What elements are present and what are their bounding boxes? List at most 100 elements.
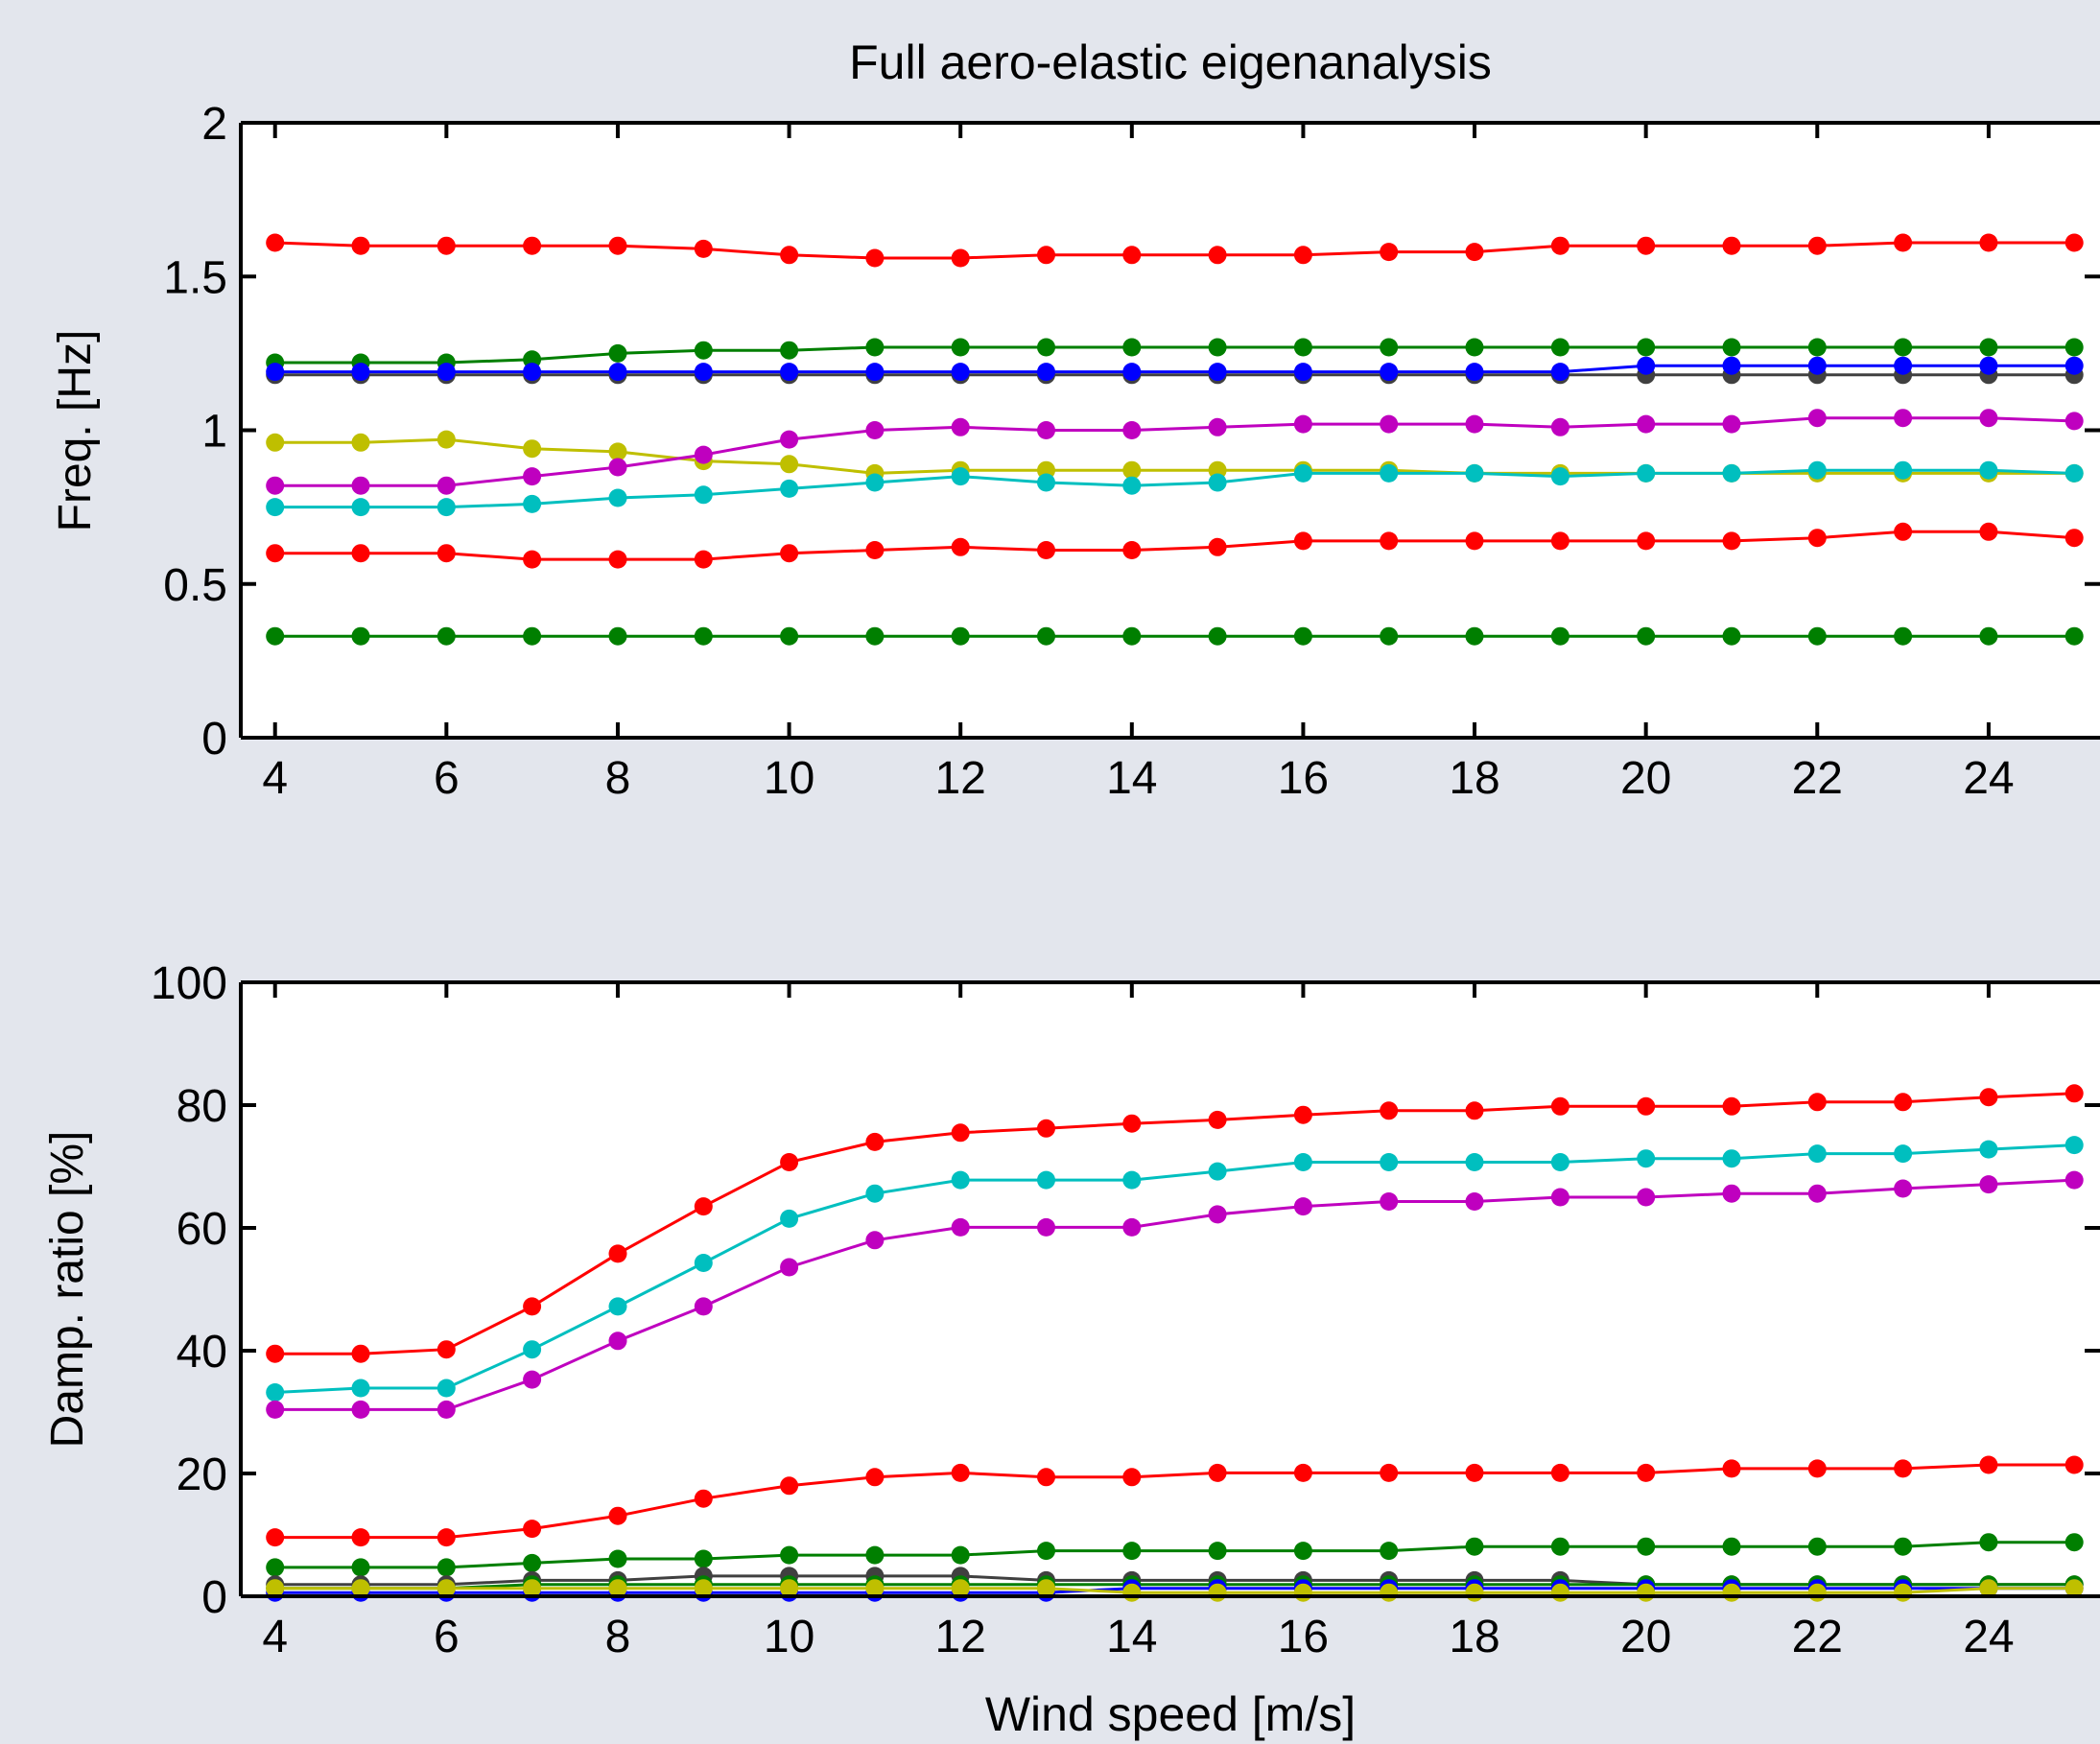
damping-data-point [1037, 1217, 1055, 1237]
frequency-data-point [351, 544, 370, 563]
frequency-data-point [437, 363, 456, 382]
frequency-data-point [523, 550, 542, 569]
frequency-data-point [1122, 246, 1142, 265]
frequency-data-point [266, 433, 285, 452]
frequency-data-point [951, 417, 970, 436]
frequency-data-point [865, 421, 885, 439]
frequency-data-point [608, 626, 627, 646]
frequency-data-point [1037, 473, 1055, 492]
frequency-data-point [951, 467, 970, 486]
damping-data-point [1894, 1144, 1913, 1164]
damping-data-point [2065, 1136, 2084, 1155]
damping-data-point [523, 1553, 542, 1572]
frequency-data-point [266, 363, 285, 382]
damping-data-point [523, 1579, 542, 1598]
frequency-data-point [1122, 421, 1142, 439]
damping-series-line [274, 1463, 2075, 1540]
damping-data-point [1979, 1533, 1998, 1552]
frequency-data-point [1637, 626, 1656, 646]
damping-data-point [266, 1344, 285, 1363]
frequency-series-line [274, 364, 2075, 374]
damping-data-point [1293, 1542, 1312, 1561]
damping-data-point [694, 1297, 713, 1316]
frequency-series-line [274, 241, 2075, 260]
frequency-data-point [951, 248, 970, 268]
damping-y-tick-label: 80 [177, 1081, 227, 1132]
damping-data-point [1722, 1096, 1741, 1116]
damping-series-line [274, 1541, 2075, 1569]
frequency-data-point [1979, 522, 1998, 541]
frequency-data-point [780, 479, 799, 498]
frequency-x-tick-label: 8 [605, 753, 631, 804]
frequency-data-point [1380, 414, 1399, 434]
frequency-data-point [1208, 473, 1227, 492]
damping-data-point [865, 1231, 885, 1250]
frequency-data-point [1637, 356, 1656, 375]
damping-data-point [865, 1545, 885, 1565]
frequency-data-point [1037, 541, 1055, 559]
frequency-x-tick-label: 12 [934, 753, 985, 804]
frequency-data-point [2065, 463, 2084, 483]
damping-data-point [1293, 1197, 1312, 1216]
damping-x-tick-label: 22 [1792, 1612, 1843, 1662]
frequency-data-point [1122, 338, 1142, 357]
damping-data-point [2065, 1533, 2084, 1552]
damping-data-point [608, 1244, 627, 1263]
frequency-x-tick-label: 4 [262, 753, 288, 804]
frequency-data-point [1722, 414, 1741, 434]
damping-series [266, 1084, 2084, 1602]
damping-data-point [351, 1379, 370, 1398]
damping-data-point [1122, 1114, 1142, 1133]
damping-data-point [1293, 1105, 1312, 1124]
damping-data-point [865, 1132, 885, 1151]
damping-data-point [1979, 1455, 1998, 1474]
damping-data-point [951, 1170, 970, 1190]
frequency-data-point [1208, 417, 1227, 436]
frequency-x-tick-label: 20 [1620, 753, 1671, 804]
damping-data-point [1637, 1537, 1656, 1556]
frequency-data-point [1380, 463, 1399, 483]
damping-data-point [865, 1184, 885, 1203]
frequency-data-point [1465, 363, 1484, 382]
frequency-data-point [1122, 476, 1142, 495]
frequency-data-point [1550, 236, 1569, 255]
damping-data-point [1293, 1463, 1312, 1482]
damping-data-point [1807, 1459, 1827, 1478]
frequency-data-point [694, 485, 713, 505]
damping-data-point [694, 1197, 713, 1216]
damping-data-point [1380, 1463, 1399, 1482]
frequency-data-point [1979, 356, 1998, 375]
damping-data-point [951, 1545, 970, 1565]
frequency-data-point [1293, 626, 1312, 646]
frequency-data-point [1550, 363, 1569, 382]
frequency-x-tick-label: 24 [1963, 753, 2014, 804]
frequency-data-point [437, 476, 456, 495]
frequency-data-point [1807, 236, 1827, 255]
frequency-data-point [266, 233, 285, 252]
damping-data-point [351, 1579, 370, 1598]
damping-data-point [1807, 1537, 1827, 1556]
damping-data-point [1722, 1149, 1741, 1168]
damping-data-point [266, 1528, 285, 1547]
frequency-y-tick-label: 1.5 [163, 252, 227, 303]
damping-data-point [1122, 1217, 1142, 1237]
frequency-axes-frame [239, 121, 2100, 740]
damping-data-point [437, 1528, 456, 1547]
frequency-series-line [274, 437, 2075, 475]
damping-data-point [2065, 1084, 2084, 1103]
damping-data-point [780, 1153, 799, 1171]
frequency-data-point [523, 626, 542, 646]
damping-series-line [274, 1587, 2075, 1594]
damping-data-point [1122, 1170, 1142, 1190]
damping-data-point [608, 1506, 627, 1525]
damping-data-point [1380, 1542, 1399, 1561]
damping-data-point [1807, 1144, 1827, 1164]
damping-data-point [1550, 1096, 1569, 1116]
damping-x-tick-label: 18 [1449, 1612, 1499, 1662]
frequency-data-point [1637, 236, 1656, 255]
frequency-data-point [951, 626, 970, 646]
frequency-data-point [1979, 626, 1998, 646]
frequency-y-tick-label: 0 [201, 714, 227, 765]
damping-data-point [1208, 1205, 1227, 1224]
